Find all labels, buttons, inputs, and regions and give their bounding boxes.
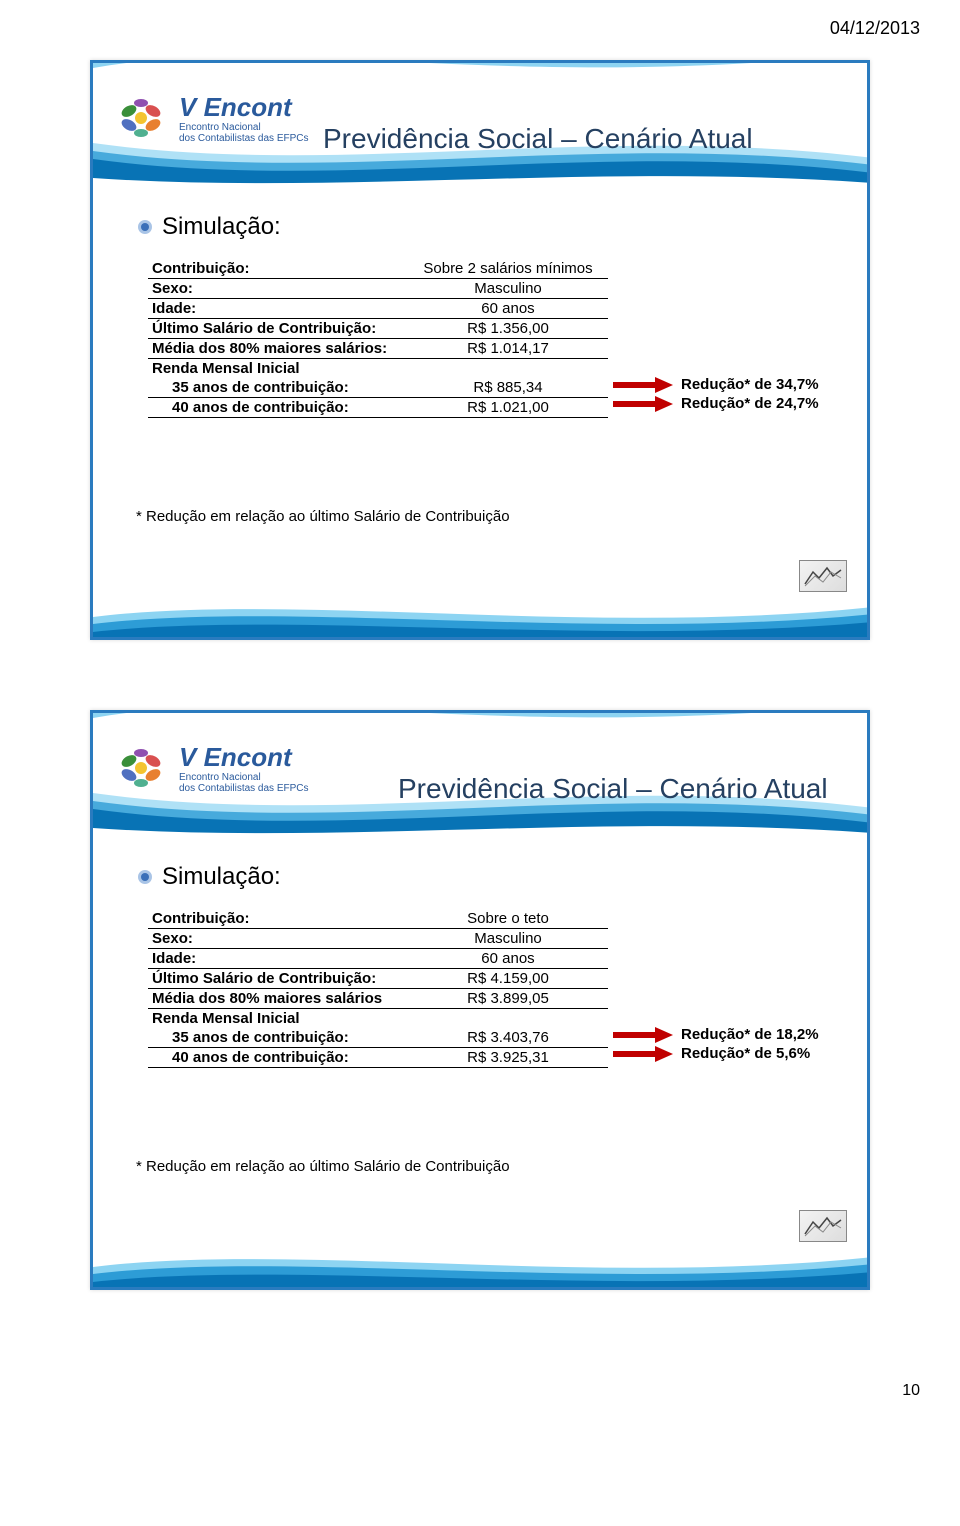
table-row: Média dos 80% maiores saláriosR$ 3.899,0…	[148, 989, 608, 1009]
table-row: Sexo:Masculino	[148, 279, 608, 299]
simulation-table: Contribuição:Sobre 2 salários mínimos Se…	[148, 259, 608, 418]
table-row: 40 anos de contribuição:R$ 1.021,00	[148, 398, 608, 418]
row-label: 40 anos de contribuição:	[148, 398, 408, 418]
row-label: Idade:	[148, 299, 408, 319]
reduction-row: Redução* de 34,7%	[613, 375, 819, 394]
row-value: Masculino	[408, 279, 608, 299]
reduction-text: Redução* de 18,2%	[681, 1026, 819, 1043]
row-value	[408, 1009, 608, 1029]
slide-1: V Encont Encontro Nacional dos Contabili…	[90, 60, 870, 640]
table-row: Idade:60 anos	[148, 949, 608, 969]
slide-header: V Encont Encontro Nacional dos Contabili…	[93, 713, 867, 833]
footnote: * Redução em relação ao último Salário d…	[136, 508, 832, 525]
logo-subtitle-2: dos Contabilistas das EFPCs	[179, 783, 309, 794]
row-label: Renda Mensal Inicial	[148, 359, 408, 379]
row-label: Contribuição:	[148, 259, 408, 279]
logo-icon	[111, 93, 171, 143]
row-label: Último Salário de Contribuição:	[148, 969, 408, 989]
row-label: Último Salário de Contribuição:	[148, 319, 408, 339]
reduction-row: Redução* de 24,7%	[613, 394, 819, 413]
table-row: Renda Mensal Inicial	[148, 359, 608, 379]
slide-header: V Encont Encontro Nacional dos Contabili…	[93, 63, 867, 183]
slide-2: V Encont Encontro Nacional dos Contabili…	[90, 710, 870, 1290]
event-logo: V Encont Encontro Nacional dos Contabili…	[111, 93, 309, 144]
row-label: Idade:	[148, 949, 408, 969]
table-row: Último Salário de Contribuição:R$ 1.356,…	[148, 319, 608, 339]
row-value: R$ 3.925,31	[408, 1048, 608, 1068]
row-value: Sobre o teto	[408, 909, 608, 929]
row-label: 35 anos de contribuição:	[148, 1028, 408, 1048]
reduction-text: Redução* de 5,6%	[681, 1045, 810, 1062]
table-row: 40 anos de contribuição:R$ 3.925,31	[148, 1048, 608, 1068]
logo-title: V Encont	[179, 93, 309, 122]
arrow-icon	[613, 1046, 673, 1062]
wave-decoration-footer	[93, 582, 870, 640]
row-value: R$ 3.403,76	[408, 1028, 608, 1048]
row-label: Contribuição:	[148, 909, 408, 929]
row-value: R$ 4.159,00	[408, 969, 608, 989]
row-label: Sexo:	[148, 929, 408, 949]
bullet-icon	[138, 870, 152, 884]
page-date: 04/12/2013	[830, 18, 920, 39]
logo-icon	[111, 743, 171, 793]
event-logo: V Encont Encontro Nacional dos Contabili…	[111, 743, 309, 794]
page-number: 10	[902, 1382, 920, 1400]
slides-container: V Encont Encontro Nacional dos Contabili…	[0, 0, 960, 1420]
bullet-label: Simulação:	[162, 213, 281, 241]
table-row: Renda Mensal Inicial	[148, 1009, 608, 1029]
arrow-icon	[613, 377, 673, 393]
row-value: R$ 1.021,00	[408, 398, 608, 418]
bullet-simulation: Simulação:	[138, 863, 832, 891]
reduction-row: Redução* de 5,6%	[613, 1044, 819, 1063]
row-label: 35 anos de contribuição:	[148, 378, 408, 398]
row-label: Média dos 80% maiores salários	[148, 989, 408, 1009]
slide-body: Simulação: Contribuição:Sobre 2 salários…	[93, 183, 867, 535]
footnote: * Redução em relação ao último Salário d…	[136, 1158, 832, 1175]
reduction-text: Redução* de 34,7%	[681, 376, 819, 393]
arrow-icon	[613, 1027, 673, 1043]
row-value: R$ 1.014,17	[408, 339, 608, 359]
bullet-simulation: Simulação:	[138, 213, 832, 241]
row-value: Masculino	[408, 929, 608, 949]
reduction-arrows: Redução* de 34,7% Redução* de 24,7%	[613, 375, 819, 413]
row-label: Média dos 80% maiores salários:	[148, 339, 408, 359]
table-row: Média dos 80% maiores salários:R$ 1.014,…	[148, 339, 608, 359]
logo-subtitle-2: dos Contabilistas das EFPCs	[179, 133, 309, 144]
row-label: Sexo:	[148, 279, 408, 299]
table-row: Sexo:Masculino	[148, 929, 608, 949]
table-row: Último Salário de Contribuição:R$ 4.159,…	[148, 969, 608, 989]
arrow-icon	[613, 396, 673, 412]
row-value: 60 anos	[408, 949, 608, 969]
table-row: 35 anos de contribuição:R$ 3.403,76	[148, 1028, 608, 1048]
reduction-row: Redução* de 18,2%	[613, 1025, 819, 1044]
table-row: Contribuição:Sobre o teto	[148, 909, 608, 929]
logo-text: V Encont Encontro Nacional dos Contabili…	[179, 743, 309, 794]
row-value: R$ 3.899,05	[408, 989, 608, 1009]
row-label: 40 anos de contribuição:	[148, 1048, 408, 1068]
row-value	[408, 359, 608, 379]
row-value: R$ 885,34	[408, 378, 608, 398]
slide-title: Previdência Social – Cenário Atual	[323, 123, 753, 155]
reduction-text: Redução* de 24,7%	[681, 395, 819, 412]
logo-text: V Encont Encontro Nacional dos Contabili…	[179, 93, 309, 144]
bullet-label: Simulação:	[162, 863, 281, 891]
row-value: R$ 1.356,00	[408, 319, 608, 339]
wave-decoration-footer	[93, 1232, 870, 1290]
table-row: 35 anos de contribuição:R$ 885,34	[148, 378, 608, 398]
bullet-icon	[138, 220, 152, 234]
reduction-arrows: Redução* de 18,2% Redução* de 5,6%	[613, 1025, 819, 1063]
row-value: Sobre 2 salários mínimos	[408, 259, 608, 279]
slide-title: Previdência Social – Cenário Atual	[398, 773, 828, 805]
logo-title: V Encont	[179, 743, 309, 772]
logo-subtitle-1: Encontro Nacional	[179, 122, 309, 133]
simulation-table: Contribuição:Sobre o teto Sexo:Masculino…	[148, 909, 608, 1068]
slide-body: Simulação: Contribuição:Sobre o teto Sex…	[93, 833, 867, 1185]
table-row: Idade:60 anos	[148, 299, 608, 319]
table-row: Contribuição:Sobre 2 salários mínimos	[148, 259, 608, 279]
logo-subtitle-1: Encontro Nacional	[179, 772, 309, 783]
row-label: Renda Mensal Inicial	[148, 1009, 408, 1029]
row-value: 60 anos	[408, 299, 608, 319]
